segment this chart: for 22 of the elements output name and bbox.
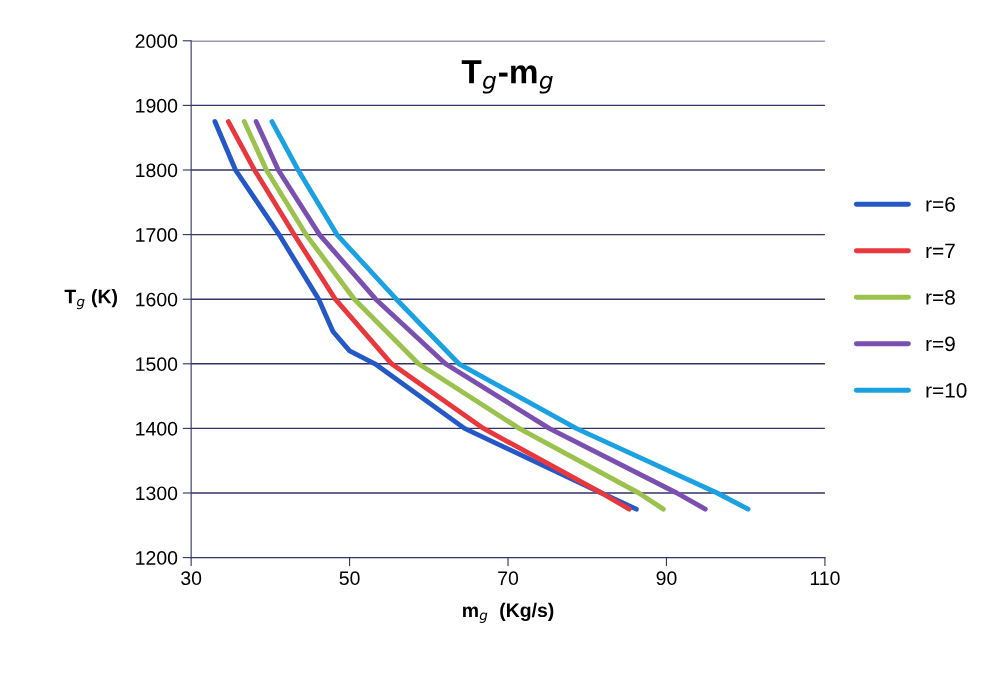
y-tick-label: 1800 — [136, 163, 178, 178]
y-tick-label: 1500 — [136, 357, 178, 372]
text: T$_{g}$-m$_{g}$ — [461, 60, 553, 94]
x-axis-title: m$_{g}$ (Kg/s) — [463, 602, 554, 623]
legend-label: r=8 — [926, 290, 955, 305]
legend-label: r=10 — [926, 383, 967, 398]
x-tick-label: 90 — [656, 571, 677, 586]
legend-label: r=6 — [926, 197, 955, 212]
x-tick-label: 30 — [181, 571, 202, 586]
legend-label: r=9 — [926, 336, 955, 352]
y-tick-label: 1200 — [136, 551, 178, 565]
x-tick-label: 110 — [810, 571, 840, 586]
y-tick-label: 1900 — [136, 98, 178, 113]
y-tick-label: 1400 — [136, 421, 178, 436]
y-tick-label: 1300 — [136, 486, 178, 501]
x-tick-label: 50 — [339, 571, 360, 586]
y-axis-title: T$_{g}$ (K) — [64, 289, 118, 310]
legend-label: r=7 — [926, 243, 955, 259]
y-tick-label: 2000 — [135, 34, 178, 49]
y-tick-label: 1600 — [136, 292, 178, 307]
x-tick-label: 70 — [498, 571, 519, 586]
y-tick-label: 1700 — [136, 228, 178, 242]
